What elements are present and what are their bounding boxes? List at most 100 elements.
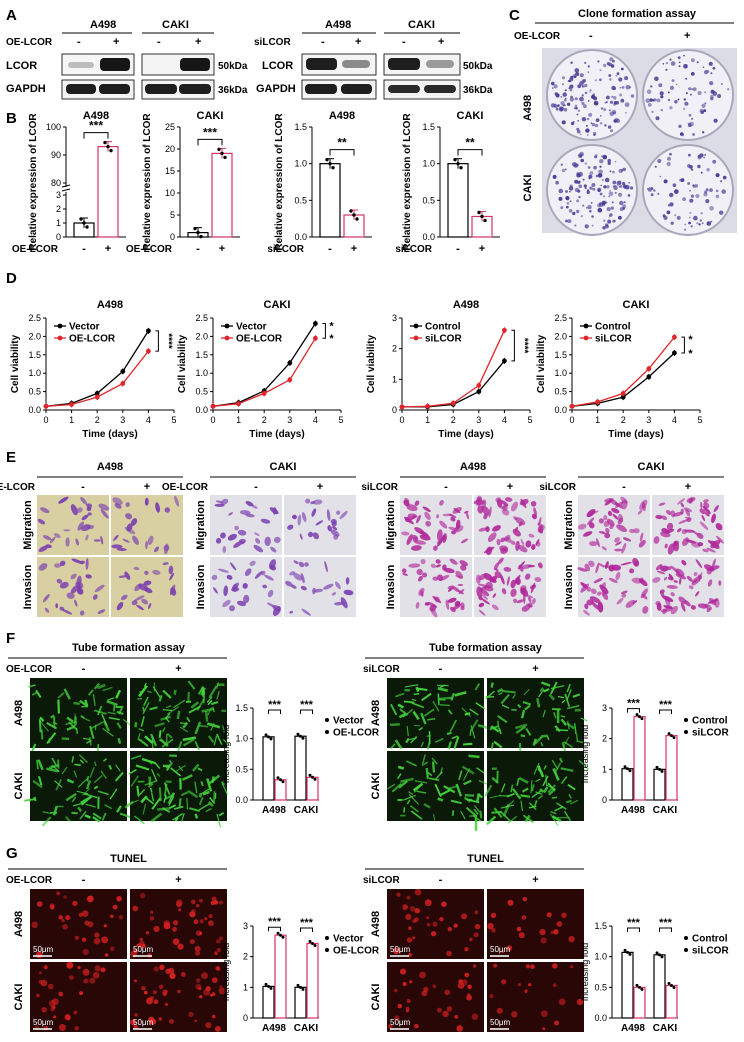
tunel-nucleus	[149, 916, 155, 921]
y-tick-label: 0.5	[28, 387, 41, 397]
stained-cell	[122, 538, 130, 543]
x-tick-label: A498	[262, 805, 286, 816]
colony-dot	[551, 81, 555, 86]
x-tick-label: 0	[43, 415, 48, 425]
data-point	[655, 765, 659, 769]
tube-segment	[515, 725, 527, 734]
stained-cell	[81, 514, 89, 521]
stained-cell	[520, 588, 527, 595]
tube-segment	[80, 715, 85, 719]
blot-treatment-label: siLCOR	[254, 37, 291, 48]
sign-label: -	[82, 663, 86, 675]
x-tick-label: 5	[527, 415, 532, 425]
y-tick-label: 0.0	[235, 795, 248, 805]
tunel-nucleus	[169, 1019, 174, 1024]
tube-segment	[500, 783, 506, 793]
tube-segment	[85, 780, 92, 790]
tube-segment	[108, 764, 113, 770]
legend-marker	[325, 730, 329, 734]
colony-dot	[609, 189, 611, 192]
stained-cell	[500, 500, 509, 507]
stained-cell	[439, 499, 444, 506]
tunel-nucleus	[387, 1024, 393, 1029]
legend-label: Control	[595, 322, 631, 333]
tube-segment	[548, 693, 556, 701]
stained-cell	[324, 560, 328, 573]
tube-segment	[57, 692, 65, 699]
data-point	[620, 394, 626, 400]
colony-dot	[555, 107, 559, 111]
stained-cell	[59, 581, 69, 589]
tube-segment	[420, 741, 424, 747]
colony-dot	[653, 98, 657, 102]
tunel-nucleus	[218, 987, 226, 995]
data-point	[79, 217, 83, 221]
stained-cell	[703, 564, 715, 572]
x-tick-label: +	[105, 243, 111, 255]
tube-segment	[453, 736, 460, 750]
tube-segment	[510, 784, 514, 793]
stained-cell	[526, 595, 533, 599]
tube-segment	[497, 720, 500, 729]
significance-bracket	[197, 138, 223, 146]
colony-dot	[659, 175, 662, 178]
tunel-nucleus	[528, 983, 532, 987]
group-title: A498	[460, 461, 486, 473]
colony-dot	[697, 164, 701, 169]
y-tick-label: 3	[56, 190, 61, 200]
blot-band-box	[383, 79, 461, 100]
tunel-nucleus	[110, 914, 114, 919]
tube-segment	[108, 717, 120, 721]
tube-segment	[73, 770, 78, 778]
tube-segment	[167, 706, 180, 715]
legend-marker	[583, 335, 589, 341]
colony-dot	[593, 165, 597, 170]
stained-cell	[227, 533, 237, 541]
sign-label: +	[355, 36, 361, 48]
tube-segment	[82, 737, 90, 740]
stained-cell	[656, 570, 666, 575]
tunel-nucleus	[219, 900, 223, 905]
tube-segment	[114, 771, 124, 782]
x-tick-label: 1	[425, 415, 430, 425]
data-point	[287, 360, 293, 366]
sign-label: -	[589, 30, 593, 42]
data-point	[328, 161, 332, 166]
sign-label: +	[113, 36, 119, 48]
stained-cell	[457, 583, 464, 587]
colony-dot	[562, 92, 567, 97]
stained-cell	[632, 557, 639, 567]
colony-dot	[651, 110, 654, 113]
tunel-nucleus	[414, 1023, 419, 1029]
bar	[306, 942, 319, 1019]
tube-segment	[61, 766, 68, 775]
tube-segment	[522, 701, 532, 706]
data-point	[217, 147, 221, 152]
colony-dot	[712, 66, 716, 70]
colony-dot	[699, 108, 704, 113]
panel-letter-b: B	[6, 110, 17, 127]
x-tick-label: 4	[502, 415, 507, 425]
stained-cell	[70, 504, 78, 516]
colony-dot	[595, 118, 600, 122]
stained-cell	[495, 497, 502, 503]
stained-cell	[85, 574, 92, 579]
colony-dot	[708, 61, 713, 66]
tube-segment	[496, 687, 504, 693]
stained-cell	[464, 510, 469, 514]
tube-segment	[464, 798, 473, 801]
tunel-nucleus	[144, 990, 148, 995]
y-tick-label: 0.0	[294, 232, 307, 242]
stained-cell	[435, 564, 441, 568]
sign-label: -	[439, 874, 443, 886]
y-axis-label: Increasing fold	[221, 943, 231, 1002]
tube-segment	[428, 777, 439, 781]
stained-cell	[254, 570, 263, 579]
stained-cell	[660, 608, 667, 613]
bar	[653, 768, 666, 801]
colony-dot	[703, 156, 705, 159]
colony-dot	[569, 88, 573, 92]
tube-segment	[107, 697, 115, 701]
tunel-nucleus	[540, 937, 547, 944]
